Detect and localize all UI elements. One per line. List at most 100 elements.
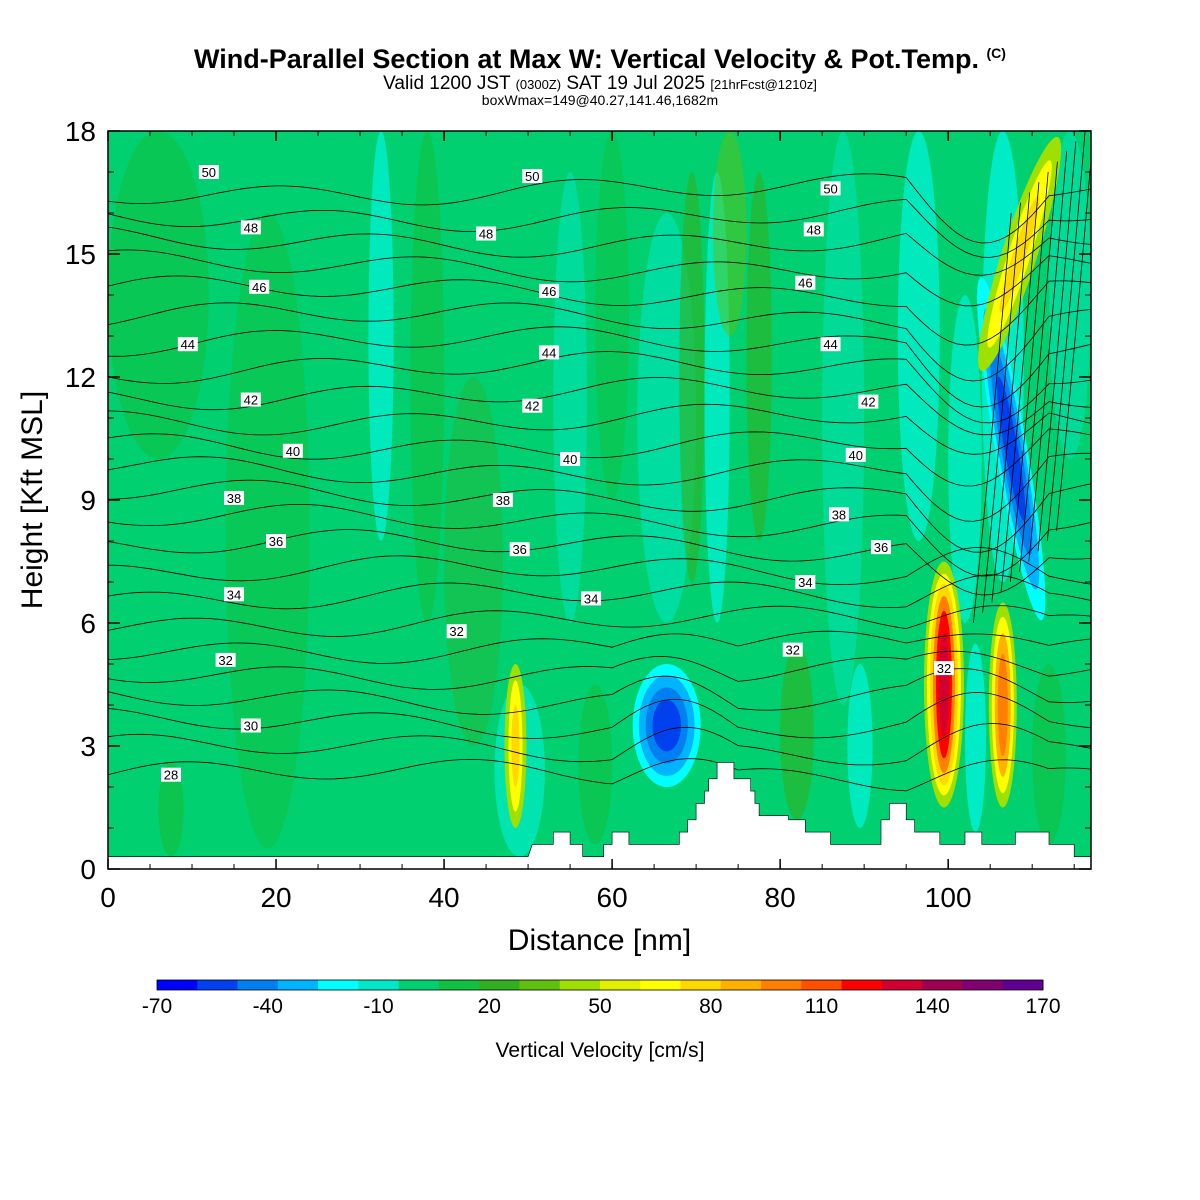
isentrope-label: 44 — [177, 337, 198, 352]
label-box — [509, 542, 530, 557]
isentrope-label: 44 — [820, 337, 841, 352]
velocity-band — [444, 377, 503, 746]
isentrope-label: 34 — [795, 575, 816, 590]
isentrope-line — [108, 198, 1091, 258]
label-box — [820, 181, 841, 196]
isentrope-line — [108, 630, 1091, 664]
isentrope-label-text: 32 — [937, 661, 951, 676]
isentrope-label-text: 32 — [786, 643, 800, 658]
downdraft-core — [632, 664, 701, 787]
isentrope-label: 50 — [820, 181, 841, 196]
isentrope-label: 46 — [249, 279, 270, 295]
updraft-core — [923, 561, 964, 808]
colorbar-swatch — [197, 980, 239, 990]
copyright-mark: (C) — [986, 45, 1006, 61]
isentrope-label: 32 — [446, 624, 467, 639]
colorbar-swatch — [640, 980, 682, 990]
isentrope-label-text: 50 — [202, 165, 216, 180]
isentrope-label: 42 — [240, 392, 261, 408]
isentrope-line — [108, 326, 1091, 408]
isentrope-line — [1019, 161, 1058, 572]
label-box — [539, 345, 560, 360]
velocity-band — [595, 131, 629, 500]
colorbar-swatch — [559, 980, 601, 990]
isentrope-label: 38 — [224, 490, 245, 506]
colorbar-swatch — [318, 980, 359, 990]
isentrope-label-text: 30 — [244, 719, 258, 734]
colorbar-tick-label: 110 — [805, 995, 838, 1018]
isentrope-line — [108, 479, 1091, 553]
isentrope-label-text: 38 — [227, 491, 241, 506]
updraft-contour — [999, 195, 1040, 313]
label-box — [198, 165, 219, 179]
label-box — [870, 540, 891, 555]
velocity-band — [553, 172, 587, 623]
isentrope-label: 32 — [782, 642, 803, 658]
label-box — [803, 222, 824, 237]
velocity-band — [712, 131, 747, 336]
isentrope-label-text: 38 — [496, 493, 510, 508]
downdraft-contour — [652, 699, 681, 752]
velocity-band — [746, 172, 772, 541]
colorbar-swatch — [922, 980, 963, 990]
label-box — [522, 169, 543, 184]
colorbar-tick-label: 20 — [478, 995, 501, 1018]
velocity-band — [410, 131, 445, 623]
y-tick-label: 0 — [80, 854, 96, 885]
colorbar-swatch — [157, 980, 198, 990]
colorbar-tick-label: -40 — [253, 995, 283, 1018]
velocity-band — [964, 643, 986, 833]
isentrope-label-text: 42 — [861, 395, 875, 410]
isentrope-label-text: 32 — [449, 624, 463, 639]
colorbar-label: Vertical Velocity [cm/s] — [496, 1039, 705, 1062]
velocity-band — [108, 131, 209, 459]
isentrope-label-text: 38 — [832, 507, 846, 522]
isentrope-label-text: 34 — [798, 575, 812, 590]
label-box — [845, 447, 866, 462]
velocity-band — [897, 131, 940, 541]
isentrope-label: 46 — [795, 275, 816, 291]
x-axis-label: Distance [nm] — [508, 924, 691, 957]
terrain — [108, 762, 1091, 869]
velocity-band — [158, 762, 184, 857]
y-tick-label: 9 — [80, 485, 96, 516]
isentrope-line — [108, 428, 1091, 487]
isentrope-line — [108, 758, 1091, 792]
isentrope-label-text: 44 — [823, 337, 837, 352]
isentrope-line — [972, 212, 1012, 624]
label-box — [522, 398, 543, 413]
colorbar-swatch — [398, 980, 440, 990]
velocity-band — [847, 664, 873, 828]
isentrope-label: 44 — [539, 345, 560, 360]
isentrope-line — [108, 249, 1091, 307]
label-box — [266, 534, 287, 548]
colorbar-tick-label: 80 — [699, 995, 722, 1018]
isentrope-label-text: 34 — [227, 587, 241, 602]
x-tick-label: 40 — [428, 882, 459, 913]
colorbar-swatch — [600, 980, 641, 990]
chart-title: Wind-Parallel Section at Max W: Vertical… — [0, 44, 1200, 75]
isentrope-line — [1037, 141, 1077, 552]
updraft-core — [504, 664, 527, 828]
y-tick-label: 12 — [65, 362, 96, 393]
isentrope-label: 40 — [282, 443, 303, 459]
isentrope-line — [1056, 155, 1091, 531]
velocity-band — [679, 172, 705, 582]
isentrope-label-text: 40 — [563, 452, 577, 467]
velocity-band — [822, 131, 865, 705]
isentrope-label-text: 42 — [525, 399, 539, 414]
label-box — [177, 337, 198, 352]
downdraft-contour — [996, 376, 1026, 521]
plot-area: 50 48 46 44 42 40 38 36 34 32 30 28 50 48 46 44 42 40 38 36… — [108, 131, 1091, 869]
utc-time: (0300Z) — [515, 77, 562, 92]
updraft-contour — [511, 705, 520, 787]
label-box — [795, 275, 816, 290]
isentrope-label: 32 — [215, 652, 236, 668]
isentrope-line — [108, 668, 1091, 715]
forecast-info: [21hrFcst@1210z] — [710, 77, 817, 92]
label-box — [215, 652, 236, 667]
isentrope-label: 48 — [240, 220, 261, 235]
label-box — [933, 661, 954, 676]
colorbar-swatch — [841, 980, 883, 990]
